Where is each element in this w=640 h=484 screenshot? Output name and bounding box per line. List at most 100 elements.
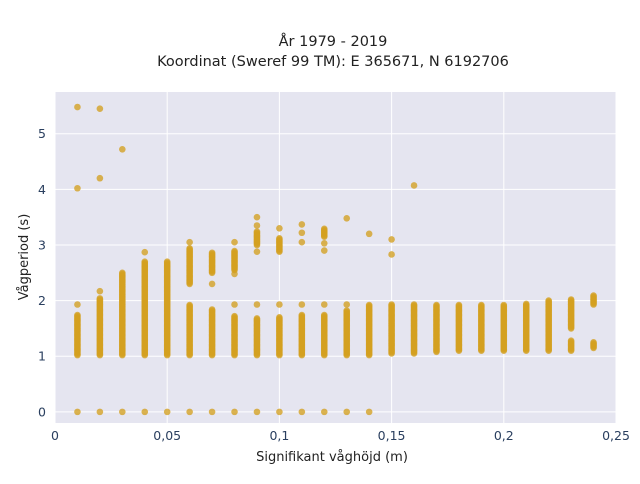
data-point <box>119 269 126 277</box>
data-point <box>119 146 126 153</box>
data-point <box>253 315 261 322</box>
data-point <box>522 300 530 308</box>
data-point <box>276 314 283 321</box>
data-point <box>567 296 575 303</box>
data-point <box>141 248 149 256</box>
data-point <box>96 408 104 416</box>
data-point <box>253 213 261 221</box>
y-tick-label: 0 <box>38 404 46 419</box>
data-point <box>298 229 306 237</box>
data-point <box>365 408 373 416</box>
data-point <box>545 297 552 304</box>
data-point <box>208 306 216 313</box>
data-point <box>298 408 306 416</box>
data-point <box>253 248 261 255</box>
data-point <box>388 236 395 243</box>
data-point <box>455 301 463 309</box>
data-point <box>590 339 597 346</box>
data-point <box>231 408 238 416</box>
y-tick-label: 4 <box>38 182 46 197</box>
data-point <box>74 408 81 416</box>
data-point <box>320 311 328 319</box>
data-point <box>253 228 261 235</box>
data-point <box>410 182 418 189</box>
data-point <box>388 301 395 308</box>
data-point <box>186 245 193 252</box>
data-point <box>208 408 216 416</box>
x-tick-label: 0,25 <box>602 428 630 443</box>
data-point <box>343 408 351 416</box>
y-tick-label: 1 <box>38 349 46 364</box>
data-point <box>74 311 81 319</box>
data-point <box>74 184 81 192</box>
y-tick-label: 3 <box>38 237 46 252</box>
data-point <box>96 174 104 182</box>
data-point <box>343 214 351 222</box>
x-axis-title: Signifikant våghöjd (m) <box>256 450 408 465</box>
data-point <box>478 301 485 309</box>
grid <box>54 92 617 423</box>
data-point <box>298 221 306 228</box>
data-point <box>141 408 149 416</box>
x-tick-label: 0,1 <box>269 428 289 443</box>
data-point <box>365 301 373 309</box>
data-point <box>119 408 126 416</box>
data-point <box>298 301 306 308</box>
data-point <box>231 247 238 255</box>
y-axis-title: Vågperiod (s) <box>17 214 32 301</box>
y-tick-label: 5 <box>38 126 46 141</box>
data-point <box>298 311 306 319</box>
data-point <box>231 270 238 278</box>
tick-labels: 0 0,05 0,1 0,15 0,2 0,25 0 1 2 3 4 5 <box>38 126 630 443</box>
data-point <box>186 238 193 246</box>
plot-background <box>55 92 616 423</box>
data-point <box>320 225 328 233</box>
data-point <box>231 301 238 308</box>
data-point <box>276 301 283 308</box>
chart-title-line-1: År 1979 - 2019 <box>279 33 388 50</box>
data-point <box>276 235 283 242</box>
data-point <box>253 222 261 229</box>
data-point <box>276 224 283 232</box>
data-point <box>343 301 351 308</box>
data-point <box>320 301 328 308</box>
data-point <box>141 258 149 265</box>
data-point <box>410 301 418 308</box>
data-point <box>96 295 104 302</box>
data-point <box>388 251 395 258</box>
data-point <box>208 249 216 257</box>
data-point <box>74 301 81 308</box>
data-points <box>74 103 597 416</box>
x-tick-label: 0 <box>51 428 59 443</box>
data-point <box>320 247 328 254</box>
x-tick-label: 0,2 <box>494 428 514 443</box>
data-point <box>186 301 193 309</box>
data-point <box>298 238 306 246</box>
x-tick-label: 0,05 <box>153 428 181 443</box>
data-point <box>208 280 216 288</box>
data-point <box>96 105 104 112</box>
x-tick-label: 0,15 <box>378 428 406 443</box>
data-point <box>231 238 238 246</box>
data-point <box>186 408 193 416</box>
data-point <box>365 230 373 238</box>
data-point <box>253 301 261 308</box>
data-point <box>500 301 508 309</box>
data-point <box>276 408 283 416</box>
data-point <box>567 337 575 344</box>
data-point <box>343 307 351 314</box>
data-point <box>96 287 104 295</box>
data-point <box>590 292 597 299</box>
data-point <box>231 312 238 320</box>
data-point <box>74 103 81 111</box>
data-point <box>433 301 440 309</box>
chart-title-line-2: Koordinat (Sweref 99 TM): E 365671, N 61… <box>157 54 509 70</box>
data-point <box>320 408 328 416</box>
data-point <box>253 408 261 416</box>
data-point <box>163 408 171 416</box>
y-tick-label: 2 <box>38 293 46 308</box>
data-point <box>320 240 328 247</box>
data-point <box>163 258 171 265</box>
